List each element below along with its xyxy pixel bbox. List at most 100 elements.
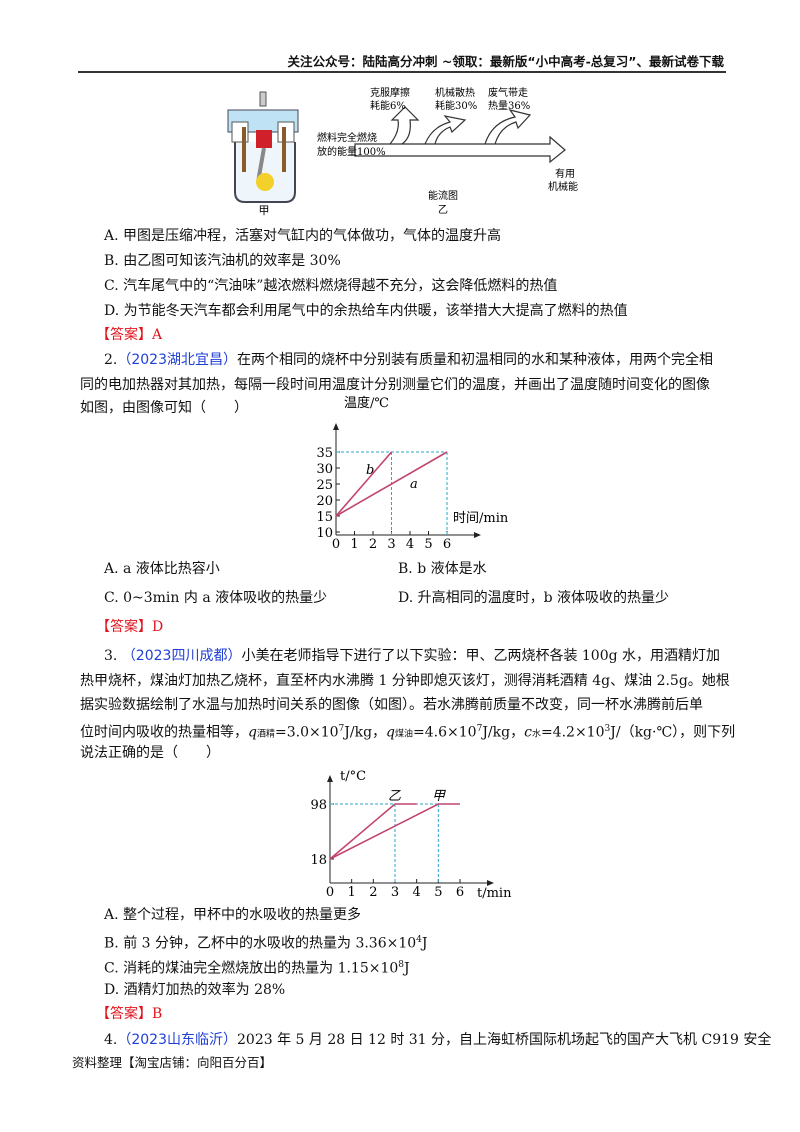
series-label: 乙	[388, 789, 401, 804]
x-tick-label: 5	[434, 885, 442, 900]
q3-option-b: B. 前 3 分钟，乙杯中的水吸收的热量为 3.36×104J	[104, 931, 428, 953]
page-header: 关注公众号：陆陆高分冲刺 ~领取：最新版“小中高考-总复习”、最新试卷下载	[287, 54, 724, 69]
y-axis-label: t/°C	[340, 769, 366, 784]
x-tick-label: 0	[332, 537, 340, 552]
q3-text: 位时间内吸收的热量相等，	[80, 724, 248, 741]
input-line-1: 燃料完全燃烧	[317, 131, 377, 144]
x-tick-label: 2	[369, 537, 377, 552]
flow-2-line-2: 耗能30%	[435, 99, 477, 112]
unit: J/（kg·℃），则下列	[610, 724, 736, 741]
x-axis-label: t/min	[477, 886, 512, 901]
q3-number: 3.	[104, 648, 118, 664]
label-yi: 乙	[438, 204, 448, 216]
unit: J	[421, 935, 428, 952]
exponent: 3	[604, 724, 611, 734]
x-tick-label: 2	[369, 885, 377, 900]
exponent: 7	[338, 724, 345, 734]
y-tick-label: 30	[316, 462, 333, 477]
y-tick-label: 98	[310, 798, 327, 813]
subscript: 酒精	[256, 729, 275, 740]
y-tick-label: 25	[316, 478, 333, 493]
answer-value: B	[152, 1006, 163, 1022]
energy-flow-caption: 能流图	[428, 189, 458, 202]
q2-number: 2.	[104, 352, 118, 368]
symbol-c: c	[524, 724, 532, 741]
exponent: 8	[398, 960, 405, 970]
flow-2-line-1: 机械散热	[435, 86, 475, 99]
q2-option-d: D. 升高相同的温度时，b 液体吸收的热量少	[398, 590, 670, 606]
x-tick-label: 1	[348, 885, 356, 900]
y-axis-arrow	[333, 423, 339, 430]
value: =4.6×10	[413, 724, 477, 741]
answer-label: 【答案】	[96, 1006, 152, 1022]
answer-label: 【答案】	[96, 619, 152, 635]
q3-text: 小美在老师指导下进行了以下实验：甲、乙两烧杯各装 100g 水，用酒精灯加	[241, 648, 721, 664]
q4-text: 2023 年 5 月 28 日 12 时 31 分，自上海虹桥国际机场起飞的国产…	[237, 1032, 772, 1048]
x-axis-arrow	[487, 880, 494, 886]
q1-answer: 【答案】A	[96, 326, 162, 344]
q1-option-c: C. 汽车尾气中的“汽油味”越浓燃料燃烧得越不充分，这会降低燃料的热值	[104, 278, 558, 294]
q3-option-a: A. 整个过程，甲杯中的水吸收的热量更多	[104, 907, 362, 923]
q3-source: （2023四川成都）	[121, 648, 242, 664]
x-tick-label: 4	[413, 885, 421, 900]
option-text: C. 消耗的煤油完全燃烧放出的热量为 1.15×10	[104, 960, 399, 977]
unit: J/kg，	[482, 724, 525, 741]
q3-option-d: D. 酒精灯加热的效率为 28%	[104, 982, 286, 998]
flow-1-line-1: 克服摩擦	[370, 86, 410, 99]
x-axis-arrow	[474, 532, 481, 538]
q2-source: （2023湖北宜昌）	[117, 352, 237, 368]
subscript: 煤油	[395, 729, 414, 740]
value: =4.2×10	[540, 724, 605, 741]
q3-stem-line-5: 说法正确的是（ ）	[80, 745, 220, 761]
symbol-q: q	[386, 724, 396, 741]
q2-stem-line-3: 如图，由图像可知（ ）	[80, 400, 248, 416]
q1-option-a: A. 甲图是压缩冲程，活塞对气缸内的气体做功，气体的温度升高	[104, 228, 502, 244]
y-axis-label: 温度/℃	[344, 395, 389, 411]
unit: J	[404, 960, 410, 977]
q4-number: 4.	[104, 1032, 118, 1048]
y-tick-label: 20	[316, 494, 333, 509]
x-tick-label: 3	[391, 885, 399, 900]
q2-stem-line-2: 同的电加热器对其加热，每隔一段时间用温度计分别测量它们的温度，并画出了温度随时间…	[80, 377, 710, 393]
x-tick-label: 1	[350, 537, 358, 552]
series-label: a	[410, 477, 418, 492]
x-tick-label: 4	[406, 537, 414, 552]
q4-stem-line-1: 4.（2023山东临沂）2023 年 5 月 28 日 12 时 31 分，自上…	[104, 1031, 771, 1049]
symbol-q: q	[248, 724, 257, 741]
series-line-a	[335, 451, 448, 517]
label-jia: 甲	[259, 204, 270, 217]
q3-stem-line-1: 3. （2023四川成都）小美在老师指导下进行了以下实验：甲、乙两烧杯各装 10…	[104, 647, 720, 665]
q4-source: （2023山东临沂）	[117, 1032, 237, 1048]
series-line-甲	[329, 803, 460, 860]
x-axis-label: 时间/min	[453, 511, 509, 526]
q3-option-c: C. 消耗的煤油完全燃烧放出的热量为 1.15×108J	[104, 956, 410, 978]
value: =3.0×10	[274, 724, 339, 741]
q1-option-d: D. 为节能冬天汽车都会利用尾气中的余热给车内供暖，该举措大大提高了燃料的热值	[104, 303, 628, 319]
q3-stem-line-4: 位时间内吸收的热量相等，q酒精=3.0×107J/kg，q煤油=4.6×107J…	[80, 720, 735, 744]
y-tick-label: 35	[316, 446, 333, 461]
q2-stem-line-1: 2.（2023湖北宜昌）在两个相同的烧杯中分别装有质量和初温相同的水和某种液体，…	[104, 351, 713, 369]
engine-diagram	[227, 91, 299, 203]
exponent: 4	[416, 935, 422, 945]
answer-value: A	[152, 327, 163, 343]
y-tick-label: 18	[310, 853, 327, 868]
output-line-2: 机械能	[548, 180, 578, 193]
flow-3-line-2: 热量36%	[488, 99, 530, 112]
x-tick-label: 3	[387, 537, 395, 552]
series-label: b	[366, 463, 374, 478]
series-line-b	[335, 451, 393, 517]
output-line-1: 有用	[555, 167, 575, 180]
q3-stem-line-2: 热甲烧杯，煤油灯加热乙烧杯，直至杯内水沸腾 1 分钟即熄灭该灯，测得消耗酒精 4…	[80, 673, 730, 689]
answer-value: D	[152, 619, 164, 635]
x-tick-label: 0	[326, 885, 334, 900]
q2-option-c: C. 0~3min 内 a 液体吸收的热量少	[104, 590, 328, 606]
subscript: 水	[531, 729, 541, 740]
series-line-乙	[329, 803, 417, 860]
x-tick-label: 6	[443, 537, 451, 552]
header-rule	[78, 71, 726, 73]
q2-answer: 【答案】D	[96, 618, 163, 636]
y-tick-label: 10	[316, 526, 333, 541]
flow-1-line-2: 耗能6%	[370, 99, 406, 112]
